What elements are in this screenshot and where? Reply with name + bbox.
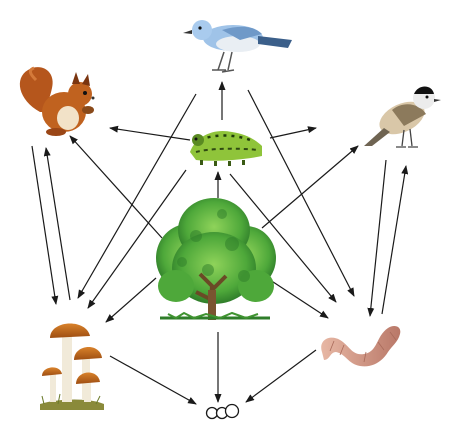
tree-icon (156, 198, 276, 320)
arrow-bird-right-to-worm (367, 159, 387, 317)
arrow-mushrooms-to-decomposition (109, 355, 197, 405)
arrow-squirrel-to-mushrooms (31, 145, 59, 305)
arrow-caterpillar-to-squirrel (109, 125, 191, 141)
arrow-tree-to-mushrooms (105, 277, 157, 323)
arrow-caterpillar-to-worm (229, 173, 337, 303)
decomposition-circles-icon (205, 403, 240, 420)
caterpillar-icon (190, 130, 262, 166)
tit-bird-icon (364, 86, 441, 148)
arrow-worm-to-bird-right (381, 165, 409, 315)
arrow-tree-to-bird-right (261, 145, 359, 229)
mushroom-icon (40, 323, 104, 410)
bird-icon (183, 20, 292, 73)
arrow-mushrooms-to-squirrel (43, 147, 71, 301)
arrow-bird-top-to-mushrooms (77, 93, 197, 299)
arrow-worm-to-decomposition (245, 349, 317, 403)
arrow-bird-top-to-worm (247, 89, 355, 297)
arrow-tree-to-worm (263, 275, 329, 319)
food-web-arrows (31, 81, 409, 405)
earthworm-icon (321, 326, 401, 367)
arrow-tree-to-squirrel (69, 135, 163, 239)
arrow-caterpillar-to-mushrooms (87, 169, 187, 309)
squirrel-icon (19, 66, 95, 136)
arrow-caterpillar-to-bird-right (269, 126, 317, 139)
